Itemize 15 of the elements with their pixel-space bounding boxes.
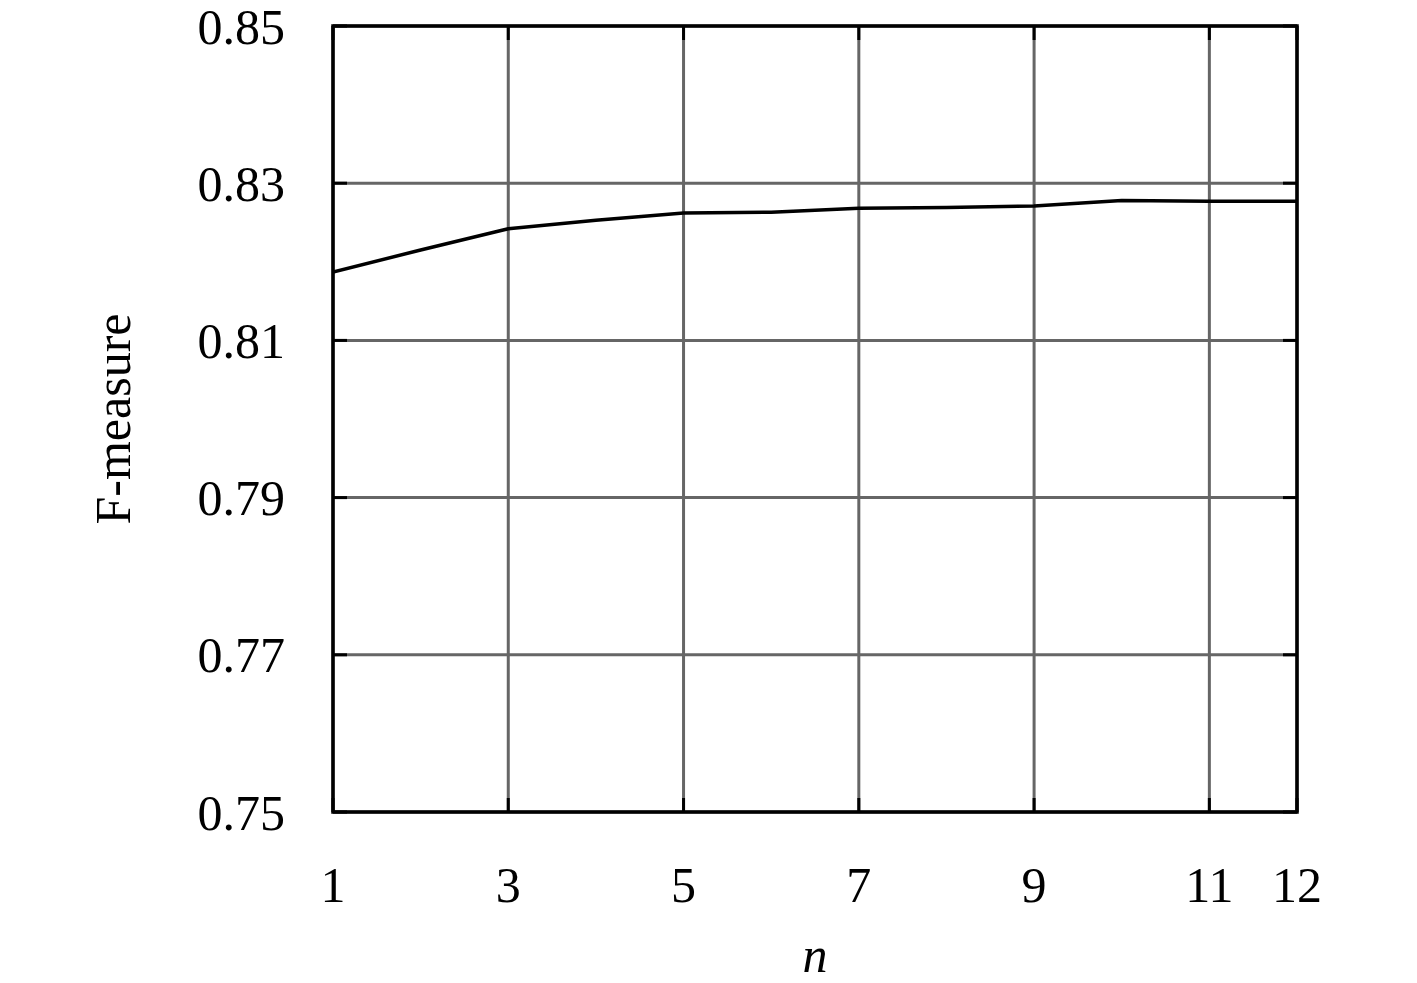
y-tick-label: 0.81 (197, 312, 285, 369)
y-tick-label: 0.77 (197, 627, 285, 684)
y-tick-label: 0.79 (197, 470, 285, 527)
x-axis-title: n (802, 927, 828, 983)
x-tick-label: 5 (671, 857, 697, 913)
y-tick-label: 0.83 (197, 155, 285, 212)
y-axis-title: F-measure (85, 313, 141, 525)
x-tick-label: 1 (320, 857, 346, 913)
y-tick-label: 0.85 (197, 0, 285, 55)
x-tick-label: 7 (846, 857, 872, 913)
x-tick-label: 9 (1021, 857, 1047, 913)
x-tick-label: 3 (495, 857, 521, 913)
x-tick-label: 12 (1272, 857, 1322, 913)
y-tick-label: 0.75 (197, 784, 285, 841)
x-tick-label: 11 (1185, 857, 1234, 913)
